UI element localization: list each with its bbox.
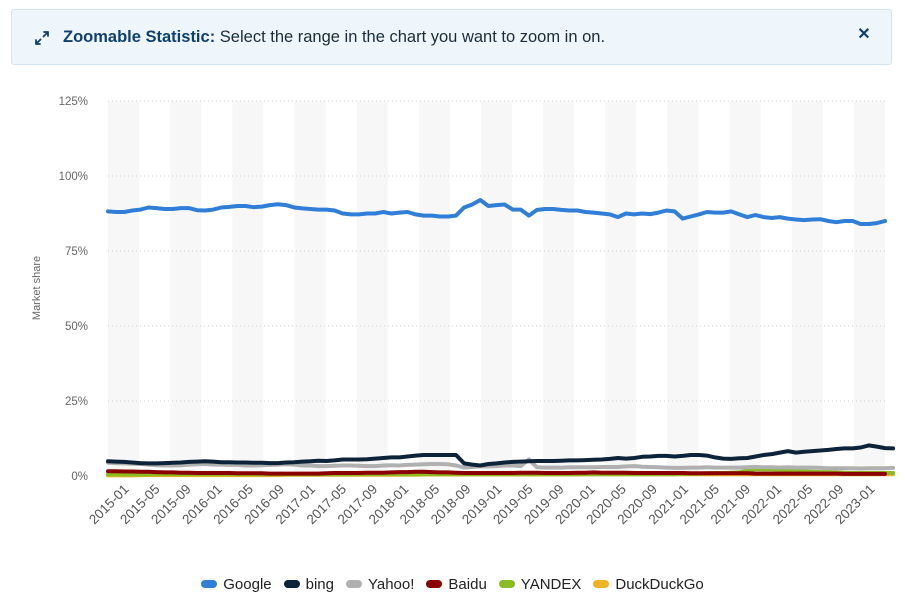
plot-band [356,101,388,476]
plot-band [480,101,513,476]
plot-band [791,101,823,476]
plot-band [418,101,450,476]
y-tick-label: 125% [59,96,88,108]
y-axis-ticks: 0% 25% 50% 75% 100% 125% [59,96,88,483]
banner-text: Zoomable Statistic: Select the range in … [63,28,605,47]
plot-band [108,101,140,476]
legend-item-duckduckgo[interactable]: DuckDuckGo [593,576,704,593]
y-tick-label: 50% [65,321,88,333]
legend-swatch [426,580,443,589]
banner-message: Select the range in the chart you want t… [219,28,606,46]
close-icon[interactable]: ✕ [857,26,871,43]
legend-label: Yahoo! [367,576,415,593]
legend-item-baidu[interactable]: Baidu [426,576,487,593]
plot-band [853,101,885,476]
legend-label: Google [223,576,272,593]
legend-label: bing [305,576,334,593]
series-line-google[interactable] [106,198,887,226]
legend-item-yahoo[interactable]: Yahoo! [345,576,415,593]
series-line-yahoo[interactable] [106,457,896,471]
legend-swatch [593,580,610,589]
plot-band [543,101,575,476]
line-chart[interactable]: 0% 25% 50% 75% 100% 125% Market share 2015-01… [0,0,905,570]
legend-item-google[interactable]: Google [201,576,272,593]
plot-band [605,101,637,476]
expand-arrows-icon [35,31,49,45]
zoom-info-banner: Zoomable Statistic: Select the range in … [11,9,892,65]
legend-swatch [201,580,218,589]
y-tick-label: 75% [65,246,88,258]
y-tick-label: 25% [65,396,88,408]
y-tick-label: 100% [59,171,88,183]
series-line-baidu[interactable] [106,469,887,476]
plot-band [294,101,326,476]
legend-label: Baidu [448,576,487,593]
plot-band [170,101,202,476]
y-tick-label: 0% [71,471,88,483]
legend-label: YANDEX [520,576,582,593]
plot-band [667,101,699,476]
plot-band [232,101,264,476]
legend-swatch [345,580,362,589]
legend-item-yandex[interactable]: YANDEX [498,576,582,593]
series-lines [106,198,896,478]
y-axis-label: Market share [31,256,43,320]
plot-band [729,101,761,476]
series-line-bing[interactable] [106,443,896,468]
legend-item-bing[interactable]: bing [283,576,334,593]
legend-swatch [283,580,300,589]
legend-swatch [498,580,515,589]
plot-bands [108,101,885,476]
chart-legend: Google bing Yahoo! Baidu YANDEX DuckDuckGo [0,576,905,593]
legend-label: DuckDuckGo [615,576,704,593]
x-axis-ticks: 2015-012015-052015-092016-012016-052016-… [86,482,878,528]
banner-title: Zoomable Statistic: [63,28,216,46]
